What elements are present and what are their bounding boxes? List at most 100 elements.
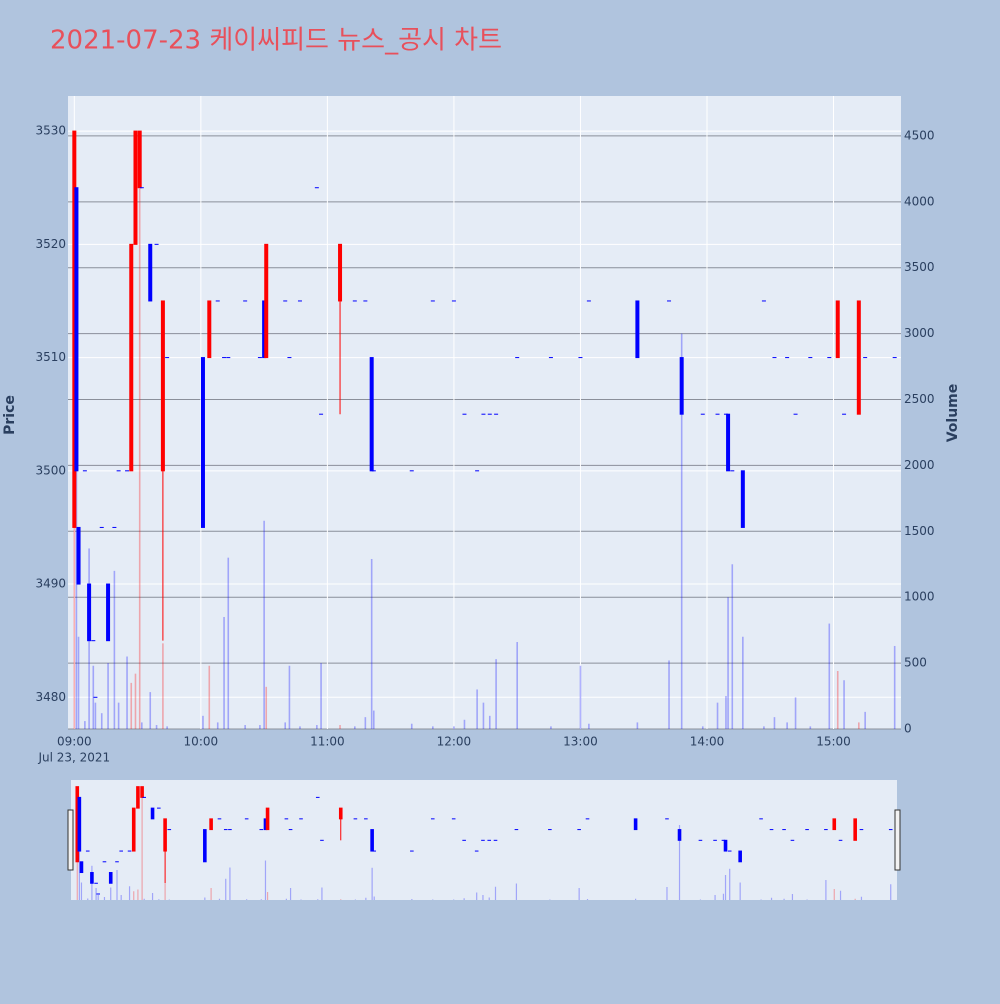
mini-candle-body bbox=[109, 872, 113, 884]
volume-bar bbox=[725, 696, 727, 729]
volume-bar bbox=[114, 571, 116, 729]
mini-volume-bar bbox=[635, 899, 636, 900]
mini-volume-bar bbox=[165, 884, 166, 900]
mini-volume-bar bbox=[374, 897, 375, 900]
mini-candle-body bbox=[548, 829, 552, 830]
mini-candle-body bbox=[90, 872, 94, 884]
mini-candle-body bbox=[678, 829, 682, 841]
mini-volume-bar bbox=[204, 898, 205, 900]
candle-body bbox=[226, 357, 230, 358]
slider-handle-right[interactable] bbox=[895, 810, 900, 870]
candle-body bbox=[140, 187, 144, 188]
mini-volume-bar bbox=[890, 884, 891, 900]
candle-body bbox=[857, 300, 861, 414]
volume-bar bbox=[516, 642, 518, 729]
mini-volume-bar bbox=[87, 899, 88, 900]
volume-bar bbox=[227, 558, 229, 729]
volume-bar bbox=[244, 725, 246, 729]
candle-body bbox=[363, 300, 367, 301]
mini-candle-body bbox=[805, 829, 809, 830]
mini-candle-body bbox=[266, 808, 270, 830]
mini-candle-body bbox=[339, 808, 343, 820]
mini-volume-bar bbox=[158, 899, 159, 900]
mini-volume-bar bbox=[495, 887, 496, 900]
mini-volume-bar bbox=[286, 899, 287, 900]
x-tick-label: 11:00 bbox=[310, 735, 345, 749]
candle-body bbox=[716, 414, 720, 415]
y2-tick-label: 0 bbox=[904, 722, 912, 736]
volume-bar bbox=[223, 617, 225, 729]
volume-bar bbox=[339, 725, 341, 729]
mini-volume-bar bbox=[365, 898, 366, 900]
candle-body bbox=[808, 357, 812, 358]
candle-body bbox=[91, 640, 95, 641]
volume-bar bbox=[894, 646, 896, 729]
mini-volume-bar bbox=[792, 894, 793, 900]
mini-volume-bar bbox=[144, 899, 145, 900]
mini-volume-bar bbox=[77, 860, 78, 900]
candle-body bbox=[243, 300, 247, 301]
mini-volume-bar bbox=[246, 899, 247, 900]
mini-volume-bar bbox=[137, 890, 138, 900]
mini-volume-bar bbox=[516, 884, 517, 900]
mini-candle-body bbox=[759, 818, 763, 819]
candle-body bbox=[827, 357, 831, 358]
volume-bar bbox=[483, 703, 485, 729]
volume-bar bbox=[149, 692, 151, 729]
candle-body bbox=[893, 357, 897, 358]
volume-bar bbox=[668, 660, 670, 729]
candle-body bbox=[117, 470, 121, 471]
mini-candle-body bbox=[364, 818, 368, 819]
slider-handle-left[interactable] bbox=[68, 810, 73, 870]
mini-candle-body bbox=[78, 797, 82, 852]
candle-body bbox=[730, 470, 734, 471]
volume-bar bbox=[156, 725, 158, 729]
y2-tick-label: 4000 bbox=[904, 194, 935, 208]
y2-tick-label: 1500 bbox=[904, 524, 935, 538]
mini-candle-body bbox=[316, 797, 320, 798]
volume-bar bbox=[101, 713, 103, 729]
mini-candle-body bbox=[132, 808, 136, 852]
candle-body bbox=[494, 414, 498, 415]
candle-body bbox=[726, 414, 730, 472]
mini-volume-bar bbox=[464, 898, 465, 900]
y2-tick-label: 3000 bbox=[904, 326, 935, 340]
mini-candle-body bbox=[431, 818, 435, 819]
y2-tick-label: 4500 bbox=[904, 128, 935, 142]
mini-candle-body bbox=[724, 840, 728, 852]
candle-body bbox=[155, 244, 159, 245]
volume-bar bbox=[126, 657, 128, 729]
volume-bar bbox=[259, 725, 261, 729]
mini-candle-body bbox=[577, 829, 581, 830]
y2-axis-title: Volume bbox=[945, 384, 961, 443]
candle-body bbox=[701, 414, 705, 415]
volume-bar bbox=[263, 521, 265, 729]
volume-bar bbox=[828, 624, 830, 729]
mini-candle-body bbox=[320, 840, 324, 841]
x-tick-label: 09:00 bbox=[57, 735, 92, 749]
volume-bar bbox=[74, 518, 76, 729]
volume-bar bbox=[588, 724, 590, 729]
volume-bar bbox=[495, 659, 497, 729]
candle-body bbox=[129, 244, 133, 471]
mini-candle-body bbox=[481, 840, 485, 841]
mini-volume-bar bbox=[482, 895, 483, 900]
mini-volume-bar bbox=[141, 798, 142, 900]
candle-body bbox=[148, 244, 152, 302]
mini-candle-body bbox=[80, 861, 84, 873]
volume-bar bbox=[95, 703, 97, 729]
volume-bar bbox=[432, 726, 434, 729]
volume-bar bbox=[786, 722, 788, 729]
volume-bar bbox=[208, 666, 210, 729]
mini-volume-bar bbox=[152, 893, 153, 900]
candle-body bbox=[587, 300, 591, 301]
mini-candle-body bbox=[167, 829, 171, 830]
candle-body bbox=[372, 470, 376, 471]
mini-volume-bar bbox=[321, 888, 322, 900]
volume-bar bbox=[731, 564, 733, 729]
volume-bar bbox=[411, 724, 413, 729]
y-tick-label: 3490 bbox=[35, 577, 66, 591]
mini-candle-body bbox=[860, 829, 864, 830]
mini-volume-bar bbox=[265, 861, 266, 900]
volume-bar bbox=[299, 726, 301, 729]
